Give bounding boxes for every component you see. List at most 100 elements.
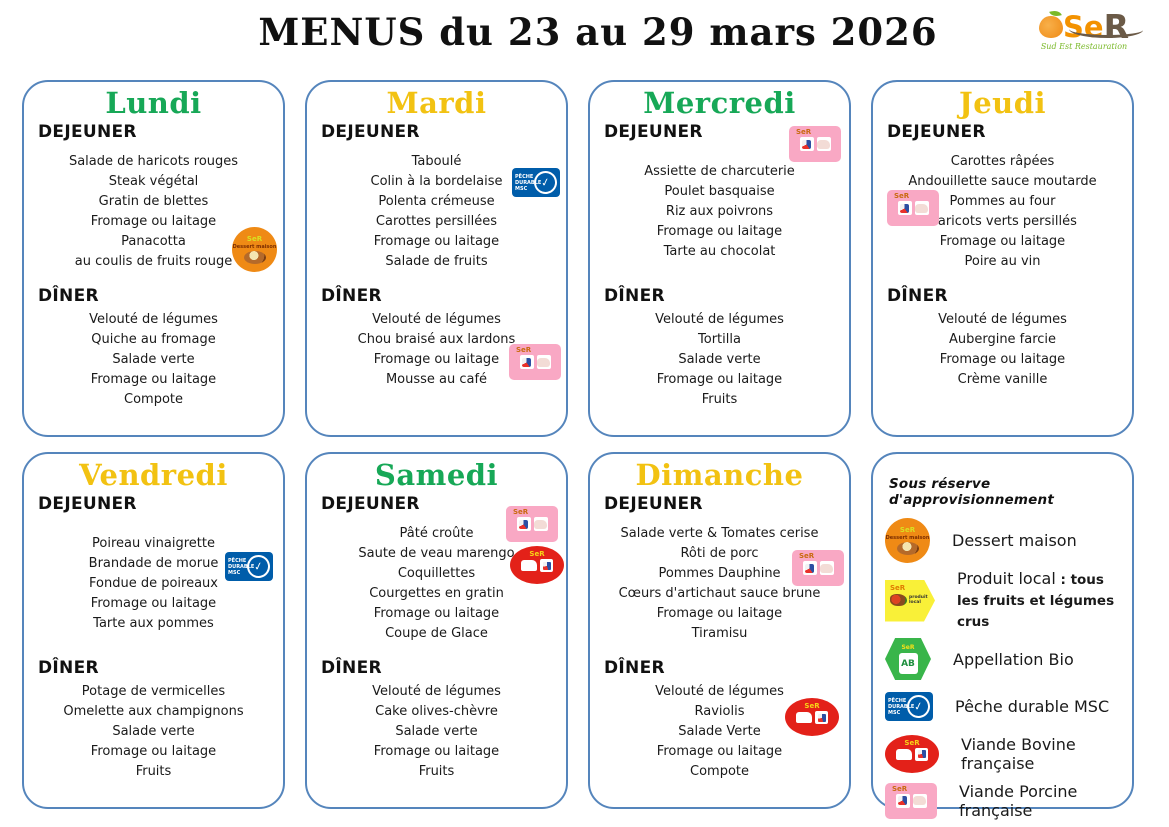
menu-item: Mousse au café xyxy=(385,372,488,387)
fish-check-icon: ✓ xyxy=(244,552,273,581)
dejeuner-heading: DEJEUNER xyxy=(38,122,137,142)
french-flag-mark xyxy=(900,203,909,213)
legend-item-label: Produit local : tous les fruits et légum… xyxy=(957,569,1117,632)
menu-item: Fromage ou laitage xyxy=(373,352,500,367)
dessert-badge-icon: SeR Dessert maison xyxy=(885,518,930,563)
fish-check-icon: ✓ xyxy=(531,168,560,197)
legend-item: SeR produit local Produit local : tous les… xyxy=(885,569,1124,632)
menu-item: Poireau vinaigrette xyxy=(92,536,215,551)
menu-item: Fromage ou laitage xyxy=(656,744,783,759)
ser-mini-logo: SeR xyxy=(529,550,545,558)
menu-item: Velouté de légumes xyxy=(372,312,501,327)
french-flag-mark xyxy=(817,713,826,722)
pork-origin-mark xyxy=(802,561,817,575)
dessert-maison-label: Dessert maison xyxy=(232,244,277,250)
dessert-badge-icon: SeR Dessert maison xyxy=(232,227,277,272)
pork-origin-mark xyxy=(799,137,814,151)
menu-item: Velouté de légumes xyxy=(655,684,784,699)
bovine-badge-row xyxy=(521,559,553,572)
pig-square xyxy=(816,137,831,151)
menu-item: Cœurs d'artichaut sauce brune xyxy=(618,586,821,601)
menu-item: Tiramisu xyxy=(691,626,748,641)
legend-item-label: Viande Porcine française xyxy=(959,782,1119,820)
day-title: Lundi xyxy=(105,86,202,120)
legend-item: SeR Viande Porcine française xyxy=(885,780,1124,821)
menu-item: Velouté de légumes xyxy=(938,312,1067,327)
local-badge-row: produit local xyxy=(890,593,928,606)
porcine-badge-icon: SeR xyxy=(506,506,558,542)
french-flag-mark xyxy=(802,139,811,149)
diner-items: Velouté de légumes Quiche au fromage Salad… xyxy=(24,310,283,410)
menu-item: Tarte au chocolat xyxy=(663,244,776,259)
dejeuner-items: Assiette de charcuterie Poulet basquaise R… xyxy=(590,142,849,282)
porcine-badge-icon: SeR xyxy=(509,344,561,380)
menu-item: Fondue de poireaux xyxy=(89,576,218,591)
dejeuner-heading: DEJEUNER xyxy=(604,122,703,142)
dejeuner-heading: DEJEUNER xyxy=(887,122,986,142)
menu-item: Velouté de légumes xyxy=(655,312,784,327)
ser-mini-logo: SeR xyxy=(904,738,920,747)
legend-item-label: Dessert maison xyxy=(952,531,1077,550)
menu-item: Taboulé xyxy=(411,154,462,169)
dejeuner-heading: DEJEUNER xyxy=(321,494,420,514)
day-card-dimanche: Dimanche DEJEUNER Salade verte & Tomates… xyxy=(588,452,851,809)
bovine-badge-icon: SeR xyxy=(785,698,839,736)
ser-mini-logo: SeR xyxy=(804,702,820,710)
page-title: MENUS du 23 au 29 mars 2026 xyxy=(258,10,938,54)
msc-badge-icon: PÊCHE DURABLE MSC ✓ xyxy=(225,552,273,581)
diner-heading: DÎNER xyxy=(321,286,382,306)
produit-local-label: produit local xyxy=(909,594,928,605)
menu-item: Carottes persillées xyxy=(375,214,498,229)
beef-origin-mark xyxy=(815,711,828,724)
menu-item: Fromage ou laitage xyxy=(373,234,500,249)
menu-item: Salade verte xyxy=(112,352,195,367)
diner-heading: DÎNER xyxy=(321,658,382,678)
menu-item: Salade de fruits xyxy=(385,254,488,269)
menu-item: Fromage ou laitage xyxy=(939,352,1066,367)
pig-icon xyxy=(817,139,830,149)
menu-item: Cake olives-chèvre xyxy=(375,704,498,719)
menu-item: Colin à la bordelaise xyxy=(370,174,503,189)
dejeuner-items: Salade verte & Tomates cerise Rôti de por… xyxy=(590,514,849,654)
ser-mini-logo: SeR xyxy=(513,508,529,516)
menu-item: Coupe de Glace xyxy=(385,626,488,641)
menu-item: Tarte aux pommes xyxy=(93,616,214,631)
porcine-badge-icon: SeR xyxy=(887,190,939,226)
legend-item-label: Pêche durable MSC xyxy=(955,697,1109,716)
pig-square xyxy=(536,355,551,369)
legend-label-main: Produit local xyxy=(957,569,1056,588)
menu-item: Fromage ou laitage xyxy=(656,606,783,621)
pig-icon xyxy=(913,796,926,805)
menu-item: Steak végétal xyxy=(108,174,199,189)
legend-label-main: Dessert maison xyxy=(952,531,1077,550)
legend-label-suffix: : tous les fruits et légumes crus xyxy=(957,572,1115,630)
diner-heading: DÎNER xyxy=(604,658,665,678)
diner-heading: DÎNER xyxy=(604,286,665,306)
legend-label-main: Pêche durable MSC xyxy=(955,697,1110,716)
french-flag-mark xyxy=(519,519,528,529)
menu-item: Velouté de légumes xyxy=(372,684,501,699)
porcine-badge-icon: SeR xyxy=(792,550,844,586)
pork-origin-mark xyxy=(519,355,534,369)
menu-item: Coquillettes xyxy=(397,566,476,581)
menu-item: Haricots verts persillés xyxy=(928,214,1077,229)
pork-origin-mark xyxy=(895,793,910,808)
menu-item: Tortilla xyxy=(698,332,741,347)
menu-item: Fromage ou laitage xyxy=(90,214,217,229)
ser-mini-logo: SeR xyxy=(890,583,906,592)
menu-item: Fromage ou laitage xyxy=(373,606,500,621)
legend-label-main: Appellation Bio xyxy=(953,649,1074,669)
menu-item: Salade verte xyxy=(112,724,195,739)
porcine-badge-icon: SeR xyxy=(885,782,937,819)
french-flag-mark xyxy=(898,796,907,805)
dessert-photo xyxy=(243,251,266,264)
porcine-badge-row xyxy=(519,355,551,369)
menu-item: Poire au vin xyxy=(964,254,1041,269)
menu-item: Chou braisé aux lardons xyxy=(357,332,516,347)
day-card-mercredi: Mercredi DEJEUNER Assiette de charcuteri… xyxy=(588,80,851,437)
bovine-badge-row xyxy=(896,747,928,761)
logo-swoosh xyxy=(1069,21,1143,38)
porcine-badge-row xyxy=(895,793,927,808)
pig-square xyxy=(533,517,548,531)
menu-grid: Lundi DEJEUNER Salade de haricots rouges… xyxy=(22,80,1134,820)
